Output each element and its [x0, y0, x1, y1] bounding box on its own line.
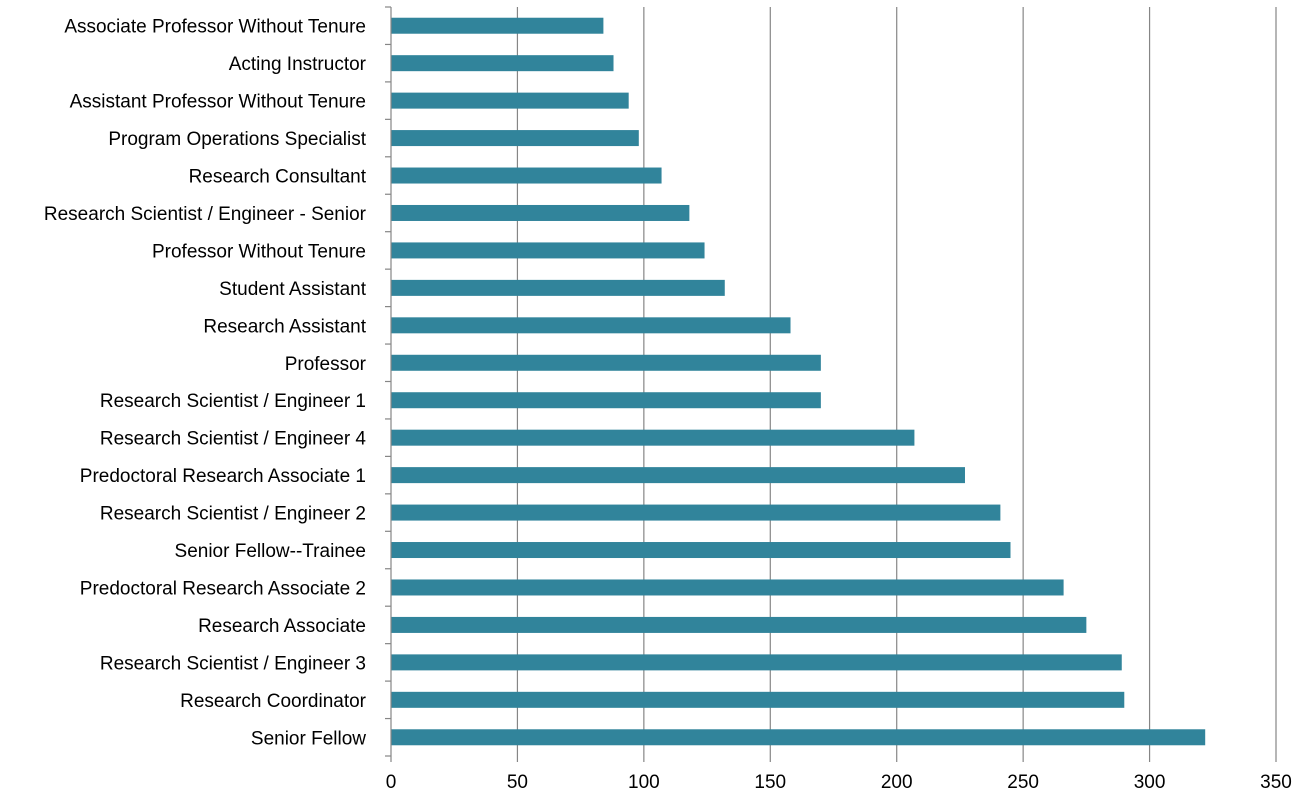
bar — [391, 92, 629, 109]
x-tick-labels: 0 50 100 150 200 250 300 350 — [386, 772, 1292, 793]
category-label: Research Associate — [198, 616, 366, 637]
bars — [391, 17, 1206, 746]
bar — [391, 130, 639, 147]
category-label: Predoctoral Research Associate 1 — [80, 466, 366, 487]
x-tick-label: 250 — [1007, 772, 1039, 793]
category-label: Professor Without Tenure — [152, 241, 366, 262]
bar — [391, 654, 1122, 671]
category-label: Student Assistant — [219, 279, 367, 300]
category-label: Associate Professor Without Tenure — [64, 17, 366, 38]
category-label: Research Consultant — [189, 167, 367, 188]
bar — [391, 467, 965, 484]
x-tick-label: 50 — [507, 772, 528, 793]
x-tick-label: 100 — [628, 772, 660, 793]
category-label: Acting Instructor — [229, 54, 367, 75]
x-tick-label: 200 — [881, 772, 913, 793]
axes — [385, 6, 1277, 762]
x-tick-label: 0 — [386, 772, 397, 793]
category-label: Program Operations Specialist — [108, 129, 366, 150]
category-labels: Associate Professor Without Tenure Acting… — [44, 17, 367, 750]
x-tick-label: 300 — [1134, 772, 1166, 793]
category-label: Senior Fellow — [251, 728, 366, 749]
category-label: Research Scientist / Engineer 1 — [100, 391, 366, 412]
category-label: Research Assistant — [203, 316, 366, 337]
bar — [391, 616, 1087, 633]
category-label: Senior Fellow--Trainee — [175, 541, 366, 562]
bar — [391, 691, 1125, 708]
category-label: Professor — [285, 354, 367, 375]
bar — [391, 317, 791, 334]
bar — [391, 354, 821, 371]
bar — [391, 392, 821, 409]
bar — [391, 279, 725, 296]
bar — [391, 204, 690, 221]
bar — [391, 504, 1001, 521]
category-label: Research Scientist / Engineer 2 — [100, 504, 366, 525]
bar — [391, 429, 915, 446]
gridlines — [516, 7, 1277, 756]
category-label: Research Scientist / Engineer 3 — [100, 653, 366, 674]
bar — [391, 242, 705, 259]
bar — [391, 167, 662, 184]
category-label: Research Scientist / Engineer - Senior — [44, 204, 367, 225]
bar — [391, 542, 1011, 559]
bar — [391, 17, 604, 34]
bar — [391, 579, 1064, 596]
bar — [391, 729, 1206, 746]
x-tick-label: 150 — [754, 772, 786, 793]
category-label: Assistant Professor Without Tenure — [70, 92, 366, 113]
bar — [391, 55, 614, 72]
x-tick-label: 350 — [1260, 772, 1292, 793]
category-label: Predoctoral Research Associate 2 — [80, 578, 366, 599]
category-label: Research Coordinator — [180, 691, 367, 712]
category-label: Research Scientist / Engineer 4 — [100, 429, 367, 450]
